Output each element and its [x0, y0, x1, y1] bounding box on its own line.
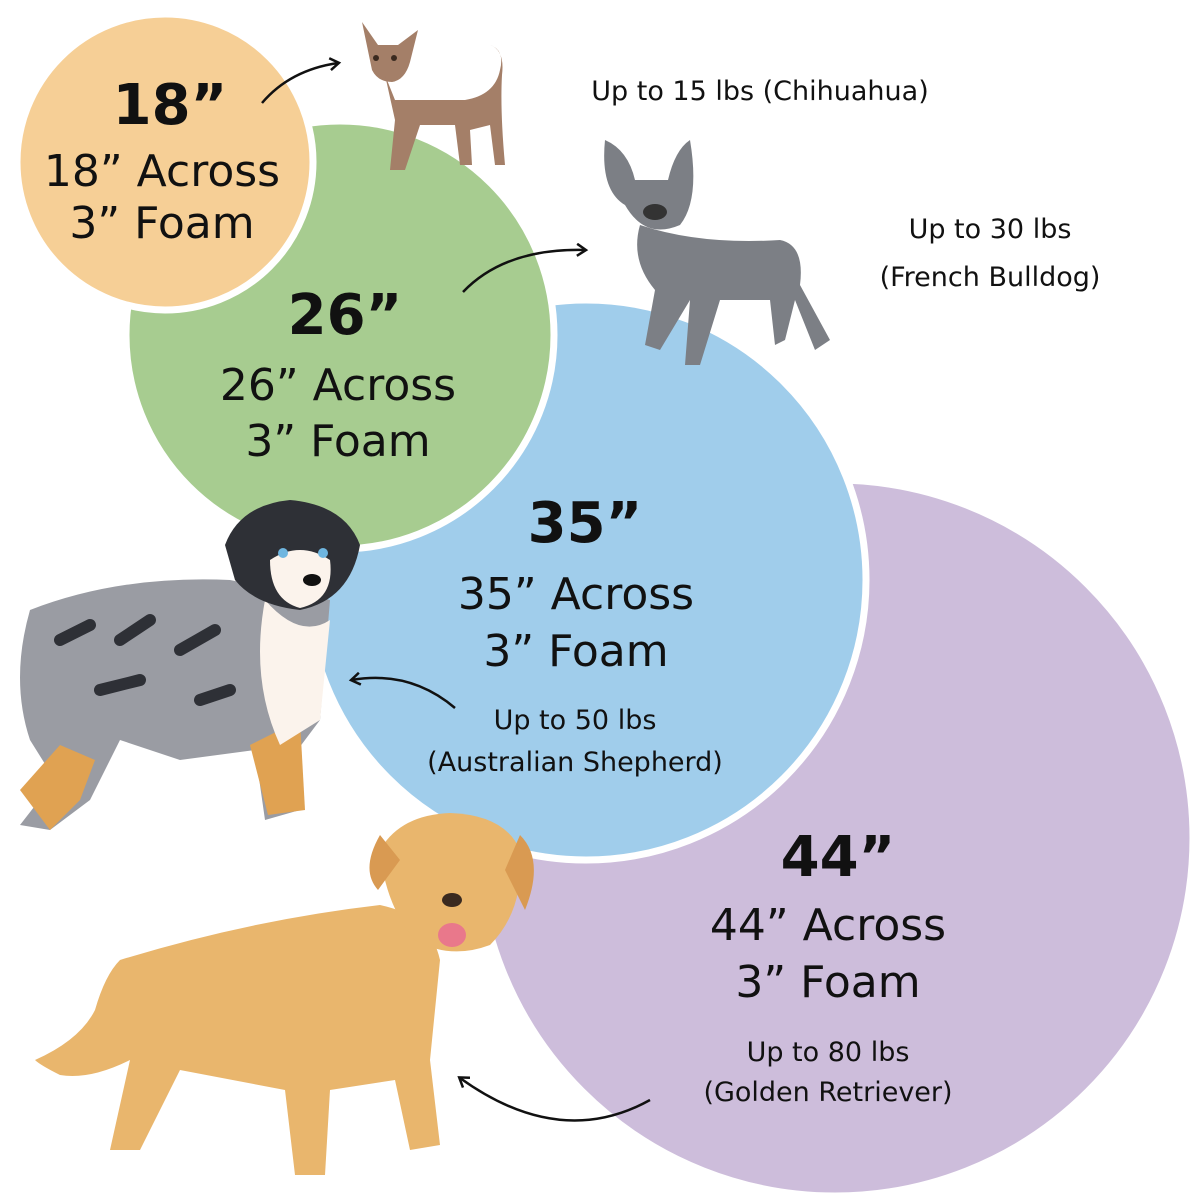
chihuahua-icon — [362, 22, 505, 170]
capacity-35-breed: (Australian Shepherd) — [427, 747, 723, 778]
size-across-18: 18” Across — [44, 146, 280, 197]
capacity-18: Up to 15 lbs (Chihuahua) — [591, 76, 928, 107]
size-title-35: 35” — [528, 491, 643, 556]
size-across-35: 35” Across — [458, 569, 694, 620]
foam-44: 3” Foam — [735, 957, 920, 1008]
circle-18 — [13, 10, 317, 314]
capacity-35-weight: Up to 50 lbs — [494, 705, 657, 736]
size-title-18: 18” — [113, 73, 228, 138]
capacity-44-weight: Up to 80 lbs — [747, 1037, 910, 1068]
french-bulldog-icon — [604, 140, 830, 365]
arrow-icon — [460, 1078, 651, 1122]
foam-35: 3” Foam — [483, 626, 668, 677]
foam-18: 3” Foam — [69, 198, 254, 249]
capacity-26-weight: Up to 30 lbs — [909, 214, 1072, 245]
golden-retriever-icon — [35, 813, 534, 1175]
foam-26: 3” Foam — [245, 416, 430, 467]
arrow-icon — [261, 63, 338, 104]
capacity-26-breed: (French Bulldog) — [880, 262, 1101, 293]
size-title-26: 26” — [288, 283, 403, 348]
size-across-26: 26” Across — [220, 360, 456, 411]
arrow-icon — [462, 250, 585, 293]
arrow-icon — [352, 678, 456, 709]
australian-shepherd-icon — [20, 500, 360, 830]
size-title-44: 44” — [781, 825, 896, 890]
size-across-44: 44” Across — [710, 900, 946, 951]
capacity-44-breed: (Golden Retriever) — [703, 1077, 952, 1108]
